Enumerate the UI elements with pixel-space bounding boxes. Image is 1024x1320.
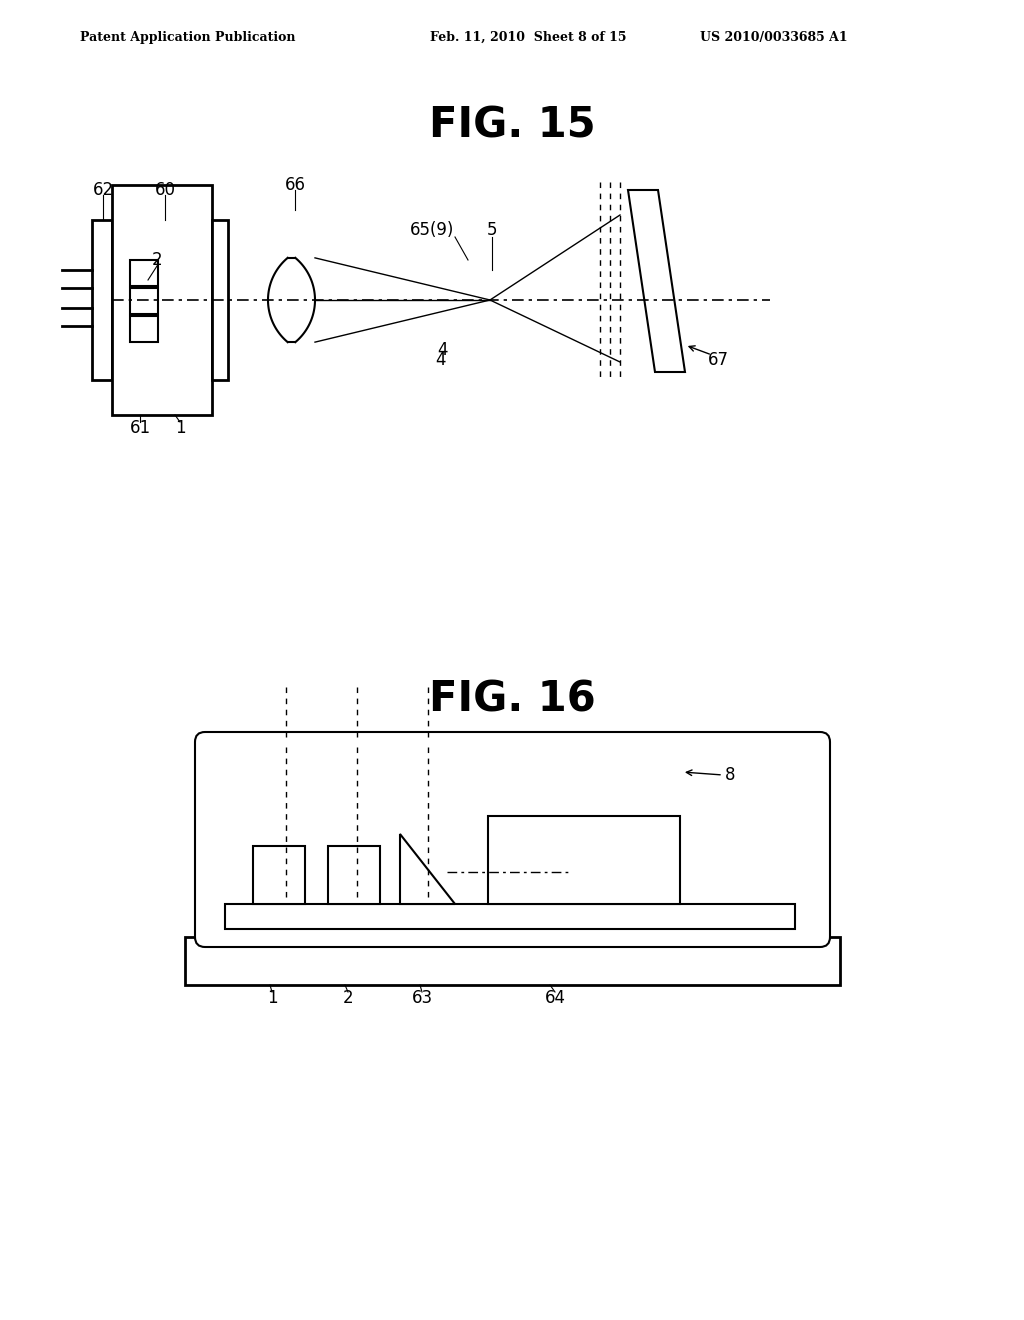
Text: FIG. 16: FIG. 16	[429, 678, 595, 721]
FancyBboxPatch shape	[195, 733, 830, 946]
Bar	[130, 288, 158, 314]
Text: Feb. 11, 2010  Sheet 8 of 15: Feb. 11, 2010 Sheet 8 of 15	[430, 30, 627, 44]
Text: 1: 1	[175, 418, 185, 437]
Text: 64: 64	[545, 989, 565, 1007]
Bar	[328, 846, 380, 904]
Text: 4: 4	[437, 341, 449, 359]
Text: Patent Application Publication: Patent Application Publication	[80, 30, 296, 44]
Text: 2: 2	[343, 989, 353, 1007]
Text: 1: 1	[266, 989, 278, 1007]
Bar	[130, 315, 158, 342]
Bar	[112, 185, 212, 414]
Text: 4: 4	[435, 351, 445, 370]
Text: FIG. 15: FIG. 15	[429, 104, 595, 147]
Bar	[488, 816, 680, 904]
Text: 67: 67	[708, 351, 728, 370]
Text: 63: 63	[412, 989, 432, 1007]
Bar	[212, 220, 228, 380]
Polygon shape	[628, 190, 685, 372]
Text: 62: 62	[92, 181, 114, 199]
Text: 2: 2	[152, 251, 163, 269]
Text: 65(9): 65(9)	[410, 220, 455, 239]
Bar	[130, 260, 158, 286]
Text: 66: 66	[285, 176, 305, 194]
Text: 61: 61	[129, 418, 151, 437]
Text: US 2010/0033685 A1: US 2010/0033685 A1	[700, 30, 848, 44]
Bar	[185, 937, 840, 985]
Text: 8: 8	[725, 766, 735, 784]
Bar	[253, 846, 305, 904]
Text: 60: 60	[155, 181, 175, 199]
Polygon shape	[400, 834, 455, 904]
Text: 5: 5	[486, 220, 498, 239]
Bar	[225, 904, 795, 929]
Bar	[92, 220, 112, 380]
